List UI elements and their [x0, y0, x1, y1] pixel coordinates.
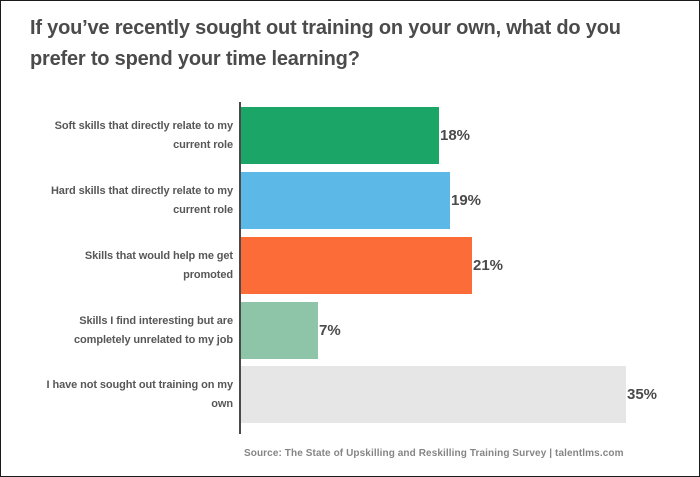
bar	[241, 366, 626, 423]
bar-row: Soft skills that directly relate to my c…	[1, 107, 699, 164]
bar	[241, 107, 439, 164]
y-axis-line	[239, 102, 241, 434]
category-label: Soft skills that directly relate to my c…	[54, 119, 233, 151]
bar	[241, 237, 472, 294]
value-label: 21%	[473, 257, 504, 274]
category-label: Skills that would help me get promoted	[84, 249, 233, 281]
value-label: 18%	[440, 127, 471, 144]
category-label: Skills I find interesting but are comple…	[74, 314, 233, 346]
bar-row: Skills that would help me get promoted 2…	[1, 237, 699, 294]
value-label: 7%	[319, 322, 341, 339]
bar	[241, 172, 450, 229]
bar-row: Skills I find interesting but are comple…	[1, 302, 699, 359]
value-label: 35%	[627, 386, 658, 403]
bar	[241, 302, 318, 359]
source-note: Source: The State of Upskilling and Resk…	[244, 448, 624, 459]
category-label: I have not sought out training on my own	[46, 378, 234, 410]
value-label: 19%	[451, 192, 482, 209]
category-label: Hard skills that directly relate to my c…	[50, 184, 233, 216]
chart-title: If you’ve recently sought out training o…	[30, 17, 621, 70]
bar-row: Hard skills that directly relate to my c…	[1, 172, 699, 229]
bar-row: I have not sought out training on my own…	[1, 366, 699, 423]
